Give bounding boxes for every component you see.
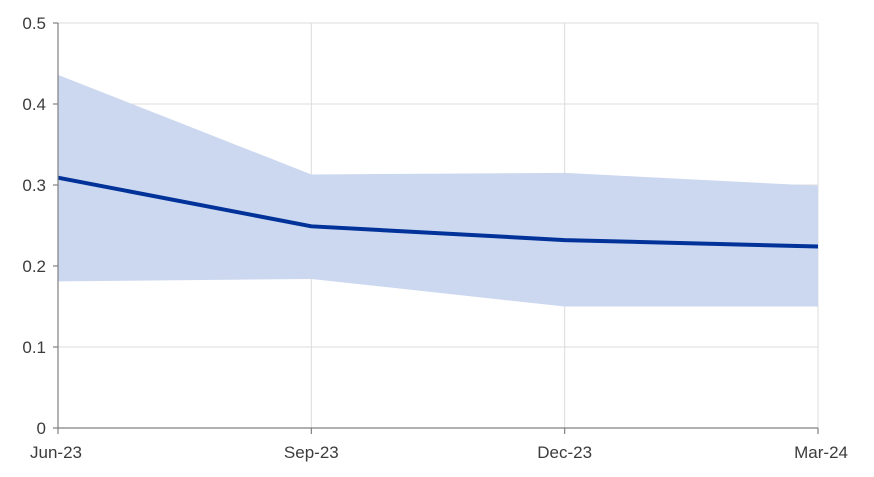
y-tick-label: 0.3 xyxy=(22,176,46,195)
y-tick-label: 0.4 xyxy=(22,95,46,114)
x-tick-label: Sep-23 xyxy=(284,443,339,462)
axes xyxy=(57,23,818,429)
x-tick-label: Mar-24 xyxy=(794,443,848,462)
central-line xyxy=(57,175,819,249)
range-band xyxy=(58,74,818,307)
x-tick-label: Jun-23 xyxy=(30,443,82,462)
y-tick-label: 0.1 xyxy=(22,338,46,357)
y-axis-ticks: 0 0.1 0.2 0.3 0.4 0.5 xyxy=(22,14,58,438)
y-tick-label: 0 xyxy=(37,419,46,438)
y-tick-label: 0.2 xyxy=(22,257,46,276)
x-axis-ticks: Jun-23 Sep-23 Dec-23 Mar-24 xyxy=(30,428,848,462)
x-tick-label: Dec-23 xyxy=(537,443,592,462)
y-tick-label: 0.5 xyxy=(22,14,46,33)
